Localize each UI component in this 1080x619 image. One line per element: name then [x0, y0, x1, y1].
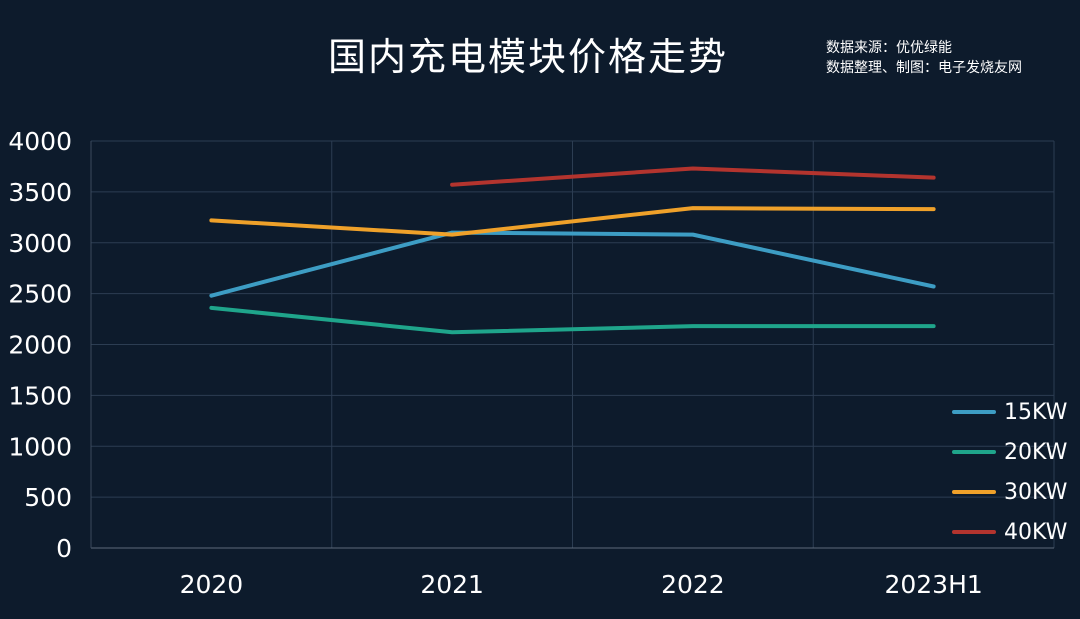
legend-swatch: [952, 490, 996, 494]
x-tick-label: 2020: [180, 570, 244, 599]
legend: 15KW 20KW 30KW 40KW: [952, 392, 1067, 552]
credit-line: 数据整理、制图：电子发烧友网: [826, 60, 1022, 76]
series-line-40kw: [450, 166, 936, 187]
series-lines: [209, 166, 936, 335]
legend-item-40kw: 40KW: [952, 512, 1067, 552]
source-line: 数据来源：优优绿能: [826, 40, 952, 56]
x-tick-label: 2021: [420, 570, 484, 599]
axes: 0 500 1000 1500 2000 2500 3000 3500 4000 2020 2021…: [8, 127, 1054, 599]
y-tick-label: 2500: [8, 280, 72, 309]
y-tick-label: 4000: [8, 127, 72, 156]
x-tick-label: 2022: [661, 570, 725, 599]
legend-label: 15KW: [1004, 399, 1068, 425]
y-tick-label: 0: [56, 534, 72, 563]
legend-swatch: [952, 530, 996, 534]
legend-label: 20KW: [1004, 439, 1068, 465]
grid: [91, 140, 1055, 548]
y-tick-label: 500: [24, 483, 72, 512]
legend-item-20kw: 20KW: [952, 432, 1067, 472]
x-tick-label: 2023H1: [884, 570, 982, 599]
y-tick-label: 1500: [8, 381, 72, 410]
source-note: 数据来源：优优绿能 数据整理、制图：电子发烧友网: [826, 38, 1022, 78]
chart-title: 国内充电模块价格走势: [327, 35, 728, 79]
legend-swatch: [952, 410, 996, 414]
legend-item-15kw: 15KW: [952, 392, 1067, 432]
y-tick-label: 3000: [8, 229, 72, 258]
legend-swatch: [952, 450, 996, 454]
y-tick-label: 1000: [8, 432, 72, 461]
y-tick-label: 3500: [8, 178, 72, 207]
series-line-15kw: [209, 230, 936, 298]
legend-label: 40KW: [1004, 519, 1068, 545]
legend-item-30kw: 30KW: [952, 472, 1067, 512]
series-line-30kw: [209, 206, 936, 237]
legend-label: 30KW: [1004, 479, 1068, 505]
y-tick-label: 2000: [8, 331, 72, 360]
series-line-20kw: [209, 305, 936, 335]
